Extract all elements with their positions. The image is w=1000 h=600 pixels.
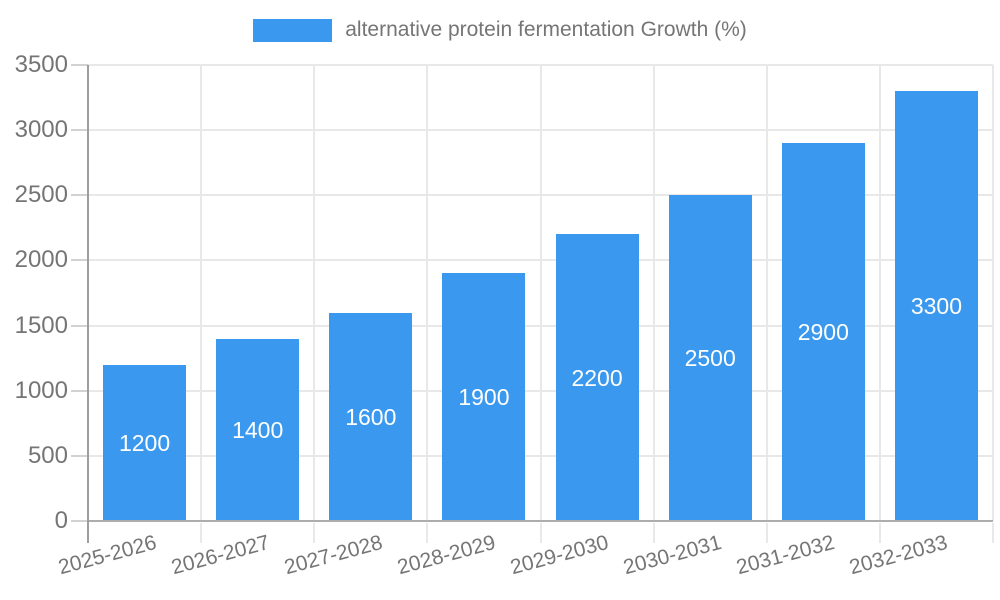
x-grid-line [765,65,768,521]
x-grid-line [313,65,316,521]
legend-label: alternative protein fermentation Growth … [345,18,747,41]
y-tick-label: 2500 [14,181,68,209]
y-tick-mark [71,194,88,197]
x-tick-mark [765,523,768,543]
x-grid-line [539,65,542,521]
bar-value-label: 1900 [458,384,510,411]
x-tick-mark [652,523,655,543]
x-grid-line [426,65,429,521]
bar [216,338,300,521]
y-tick-mark [71,520,88,522]
y-tick-mark [71,454,88,457]
y-tick-label: 0 [54,507,68,534]
bar-value-label: 2200 [571,364,623,391]
x-tick-mark [878,523,881,543]
legend: alternative protein fermentation Growth … [0,17,1000,43]
y-tick-label: 3500 [14,51,68,78]
x-grid-line [200,65,203,521]
y-tick-mark [71,64,88,66]
bar [781,143,865,521]
y-tick-mark [71,259,88,262]
y-tick-label: 1500 [14,311,68,339]
bar [442,273,526,521]
y-tick-mark [71,324,88,327]
y-tick-label: 3000 [14,116,68,144]
x-tick-mark [539,523,542,543]
x-tick-mark [200,523,203,543]
x-tick-mark [313,523,316,543]
x-axis-line [88,520,993,522]
bar [555,234,639,521]
y-tick-label: 500 [27,441,68,469]
bar [894,91,978,521]
bar-value-label: 2500 [684,345,736,372]
bar [329,312,413,521]
legend-swatch [253,18,333,42]
bar-value-label: 1600 [345,403,397,430]
bar-value-label: 1200 [118,429,171,456]
y-tick-label: 2000 [14,246,68,274]
x-grid-line [652,65,655,521]
y-tick-mark [71,389,88,392]
x-tick-mark [992,523,994,543]
bar-value-label: 3300 [910,293,963,320]
bar-value-label: 2900 [797,319,849,346]
y-tick-mark [71,129,88,132]
x-tick-mark [426,523,429,543]
bar-value-label: 1400 [232,416,284,443]
x-grid-line [992,65,994,521]
bar [668,195,752,521]
y-axis-line [87,65,89,543]
x-grid-line [878,65,881,521]
y-tick-label: 1000 [14,376,68,404]
bar [103,364,187,521]
